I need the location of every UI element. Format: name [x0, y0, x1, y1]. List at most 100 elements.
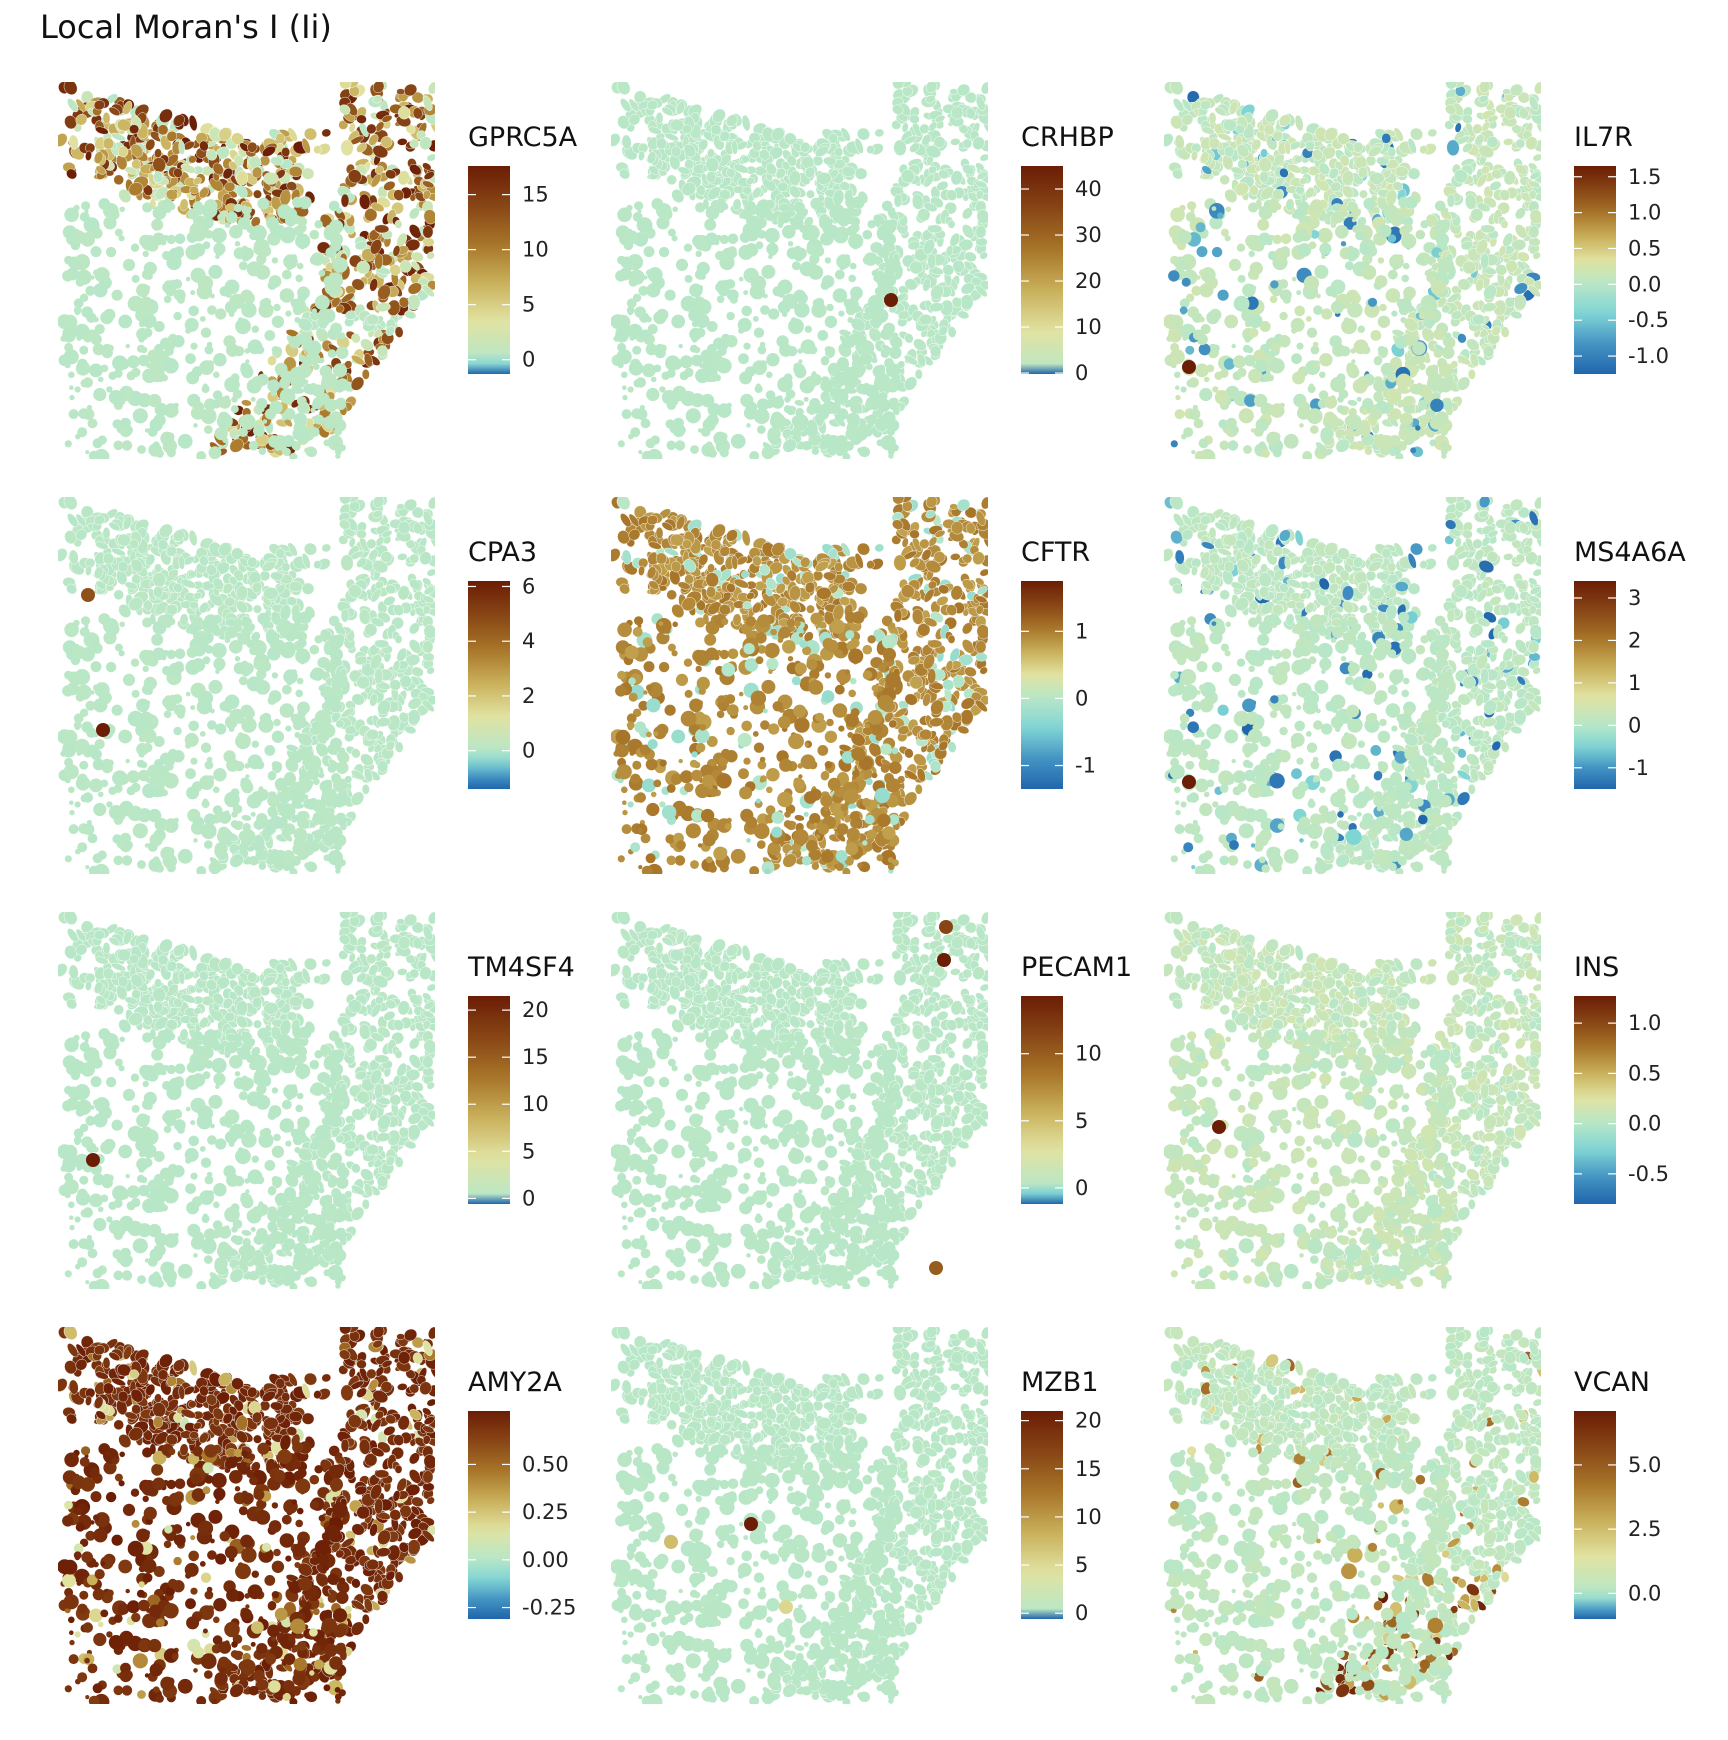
cell [273, 225, 286, 238]
cell [820, 380, 833, 393]
cell [1309, 241, 1317, 249]
cell [782, 225, 796, 239]
cell [876, 319, 883, 326]
cell [341, 194, 349, 207]
cell [630, 427, 640, 437]
cell [172, 335, 184, 347]
cell [1291, 318, 1305, 332]
cell [1187, 201, 1196, 210]
cell [1258, 233, 1271, 246]
cell [1396, 374, 1411, 389]
cell [1206, 365, 1214, 373]
colorbar-tick-label: -1.0 [1628, 344, 1669, 368]
colorbar-tick-label: 40 [1075, 177, 1102, 201]
cell [290, 374, 305, 389]
cell [193, 423, 198, 428]
cell [1430, 399, 1443, 412]
cell [1425, 270, 1432, 277]
cell [743, 290, 748, 295]
cell [142, 314, 157, 329]
cell [1472, 314, 1485, 325]
cell [808, 265, 823, 280]
cell [738, 353, 749, 364]
cell [743, 343, 750, 350]
cell [1410, 447, 1416, 453]
cell [89, 364, 103, 378]
cell [235, 318, 251, 334]
cell [717, 280, 725, 288]
cell [1255, 360, 1268, 373]
cell [797, 348, 803, 354]
cell [1251, 428, 1255, 432]
cell [200, 316, 206, 322]
cell [753, 316, 759, 322]
cell [615, 329, 629, 343]
cell [617, 208, 632, 223]
cell [1213, 345, 1220, 352]
cell [65, 440, 72, 447]
cell [185, 353, 196, 364]
cell [662, 390, 677, 405]
cell [64, 349, 79, 364]
cell [628, 262, 636, 270]
cell [131, 244, 139, 252]
cell [1269, 358, 1284, 373]
cell [788, 318, 804, 334]
cell [646, 344, 658, 356]
cell [806, 244, 817, 255]
cell [299, 355, 306, 362]
cell [646, 438, 656, 448]
cell [1310, 199, 1323, 212]
cell [826, 225, 839, 238]
cell [1294, 306, 1305, 317]
cell [1358, 189, 1369, 200]
cell [98, 377, 104, 383]
cell [818, 408, 829, 419]
cell [93, 388, 106, 401]
cell [756, 384, 761, 389]
cell [1310, 425, 1319, 434]
cell [143, 251, 149, 257]
cell [1181, 386, 1187, 392]
cell [1252, 309, 1259, 316]
colorbar-tick-label: 0.5 [1628, 236, 1661, 260]
cell [1433, 328, 1445, 340]
cell [1197, 246, 1208, 257]
cell [684, 368, 693, 377]
cell [654, 316, 659, 321]
cell [1316, 294, 1321, 299]
cell [1199, 388, 1212, 401]
cell [622, 395, 627, 400]
cell [106, 247, 116, 257]
cell [201, 328, 211, 338]
cell [292, 197, 303, 208]
cell [696, 251, 702, 257]
cell [1304, 276, 1319, 291]
cell [329, 220, 343, 234]
cell [294, 413, 307, 426]
cell [749, 451, 759, 459]
cell [1405, 355, 1412, 362]
cell [746, 423, 751, 428]
cell [178, 434, 193, 449]
cell [679, 344, 683, 348]
cell [773, 286, 783, 296]
cell [329, 411, 342, 424]
cell [1291, 353, 1302, 364]
cell [880, 328, 892, 340]
cell [1346, 290, 1359, 303]
cell [716, 358, 731, 373]
cell [659, 206, 664, 211]
cell [1345, 261, 1354, 270]
cell [1195, 364, 1209, 378]
cell [198, 276, 213, 291]
cell [866, 312, 873, 319]
cell [845, 254, 850, 259]
cell [252, 327, 256, 331]
cell [423, 226, 434, 239]
cell [93, 283, 107, 297]
cell [1237, 368, 1246, 377]
cell [324, 439, 331, 446]
cell [862, 383, 871, 392]
